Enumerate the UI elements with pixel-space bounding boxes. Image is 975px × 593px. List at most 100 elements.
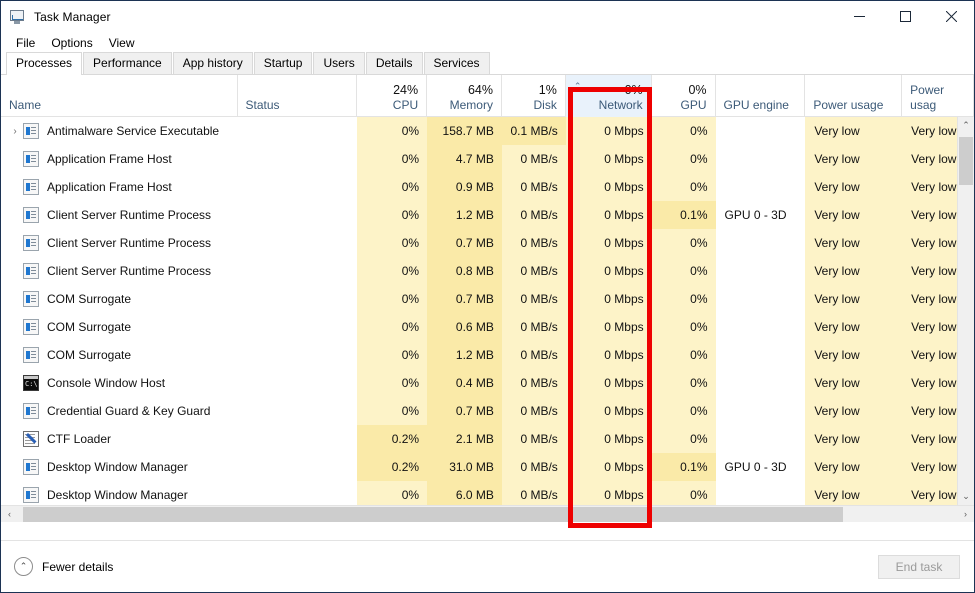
window-icon — [23, 487, 39, 503]
table-row[interactable]: Application Frame Host 0% 4.7 MB 0 MB/s 0 Mb… — [1, 145, 974, 173]
cell-cpu: 0% — [357, 369, 428, 397]
cell-memory: 0.7 MB — [427, 397, 502, 425]
cell-memory: 158.7 MB — [427, 117, 502, 145]
tab-users[interactable]: Users — [313, 52, 365, 74]
cell-network: 0 Mbps — [565, 481, 652, 505]
window-icon — [23, 263, 39, 279]
window-icon — [23, 235, 39, 251]
horizontal-scroll-track[interactable] — [18, 506, 957, 523]
menu-item-file[interactable]: File — [16, 35, 36, 50]
cell-memory: 0.8 MB — [427, 257, 502, 285]
cell-cpu: 0% — [357, 341, 428, 369]
column-header-label: Memory — [449, 98, 493, 112]
vertical-scroll-thumb[interactable] — [959, 137, 973, 185]
cell-gpu_engine — [716, 257, 806, 285]
column-header-disk[interactable]: 1% Disk — [502, 75, 566, 117]
column-header-status[interactable]: Status — [238, 75, 358, 117]
cell-memory: 6.0 MB — [427, 481, 502, 505]
column-header-power_trend[interactable]: Power usag — [902, 75, 974, 117]
cell-name: Client Server Runtime Process — [1, 201, 237, 229]
cell-status — [237, 145, 357, 173]
cell-status — [237, 229, 357, 257]
column-header-memory[interactable]: 64% Memory — [427, 75, 502, 117]
cell-disk: 0 MB/s — [501, 341, 566, 369]
process-name: Console Window Host — [47, 376, 166, 390]
column-header-gpu_engine[interactable]: GPU engine — [716, 75, 806, 117]
menu-item-options[interactable]: Options — [51, 35, 93, 50]
cell-power: Very low — [805, 201, 903, 229]
cell-network: 0 Mbps — [565, 145, 652, 173]
horizontal-scroll-thumb[interactable] — [23, 506, 843, 522]
cell-network: 0 Mbps — [565, 313, 652, 341]
menu-item-view[interactable]: View — [108, 35, 135, 50]
tab-details[interactable]: Details — [365, 52, 423, 74]
cell-disk: 0 MB/s — [501, 313, 566, 341]
cell-status — [237, 313, 357, 341]
scroll-up-arrow-icon[interactable]: ⌃ — [962, 120, 970, 130]
table-row[interactable]: COM Surrogate 0% 0.6 MB 0 MB/s 0 Mbps 0% Very … — [1, 313, 974, 341]
column-header-power[interactable]: Power usage — [805, 75, 903, 117]
cell-network: 0 Mbps — [565, 425, 652, 453]
table-row[interactable]: CTF Loader 0.2% 2.1 MB 0 MB/s 0 Mbps 0% Very l… — [1, 425, 974, 453]
table-row[interactable]: Desktop Window Manager 0% 6.0 MB 0 MB/s 0 Mb… — [1, 481, 974, 505]
minimize-button[interactable] — [836, 1, 882, 32]
fewer-details-button[interactable]: ⌃ Fewer details — [14, 557, 113, 576]
cell-memory: 1.2 MB — [427, 201, 502, 229]
horizontal-scrollbar[interactable]: ‹ › — [1, 505, 974, 522]
cell-gpu_engine — [716, 313, 806, 341]
table-row[interactable]: COM Surrogate 0% 0.7 MB 0 MB/s 0 Mbps 0% Very … — [1, 285, 974, 313]
window-title: Task Manager — [34, 9, 111, 24]
tab-processes[interactable]: Processes — [6, 52, 83, 75]
column-header-cpu[interactable]: 24% CPU — [357, 75, 428, 117]
column-header-gpu[interactable]: 0% GPU — [652, 75, 716, 117]
tab-app-history[interactable]: App history — [172, 52, 253, 74]
cell-gpu_engine — [716, 145, 806, 173]
cell-gpu_engine — [716, 173, 806, 201]
cell-gpu: 0% — [651, 173, 716, 201]
process-name: Client Server Runtime Process — [47, 236, 212, 250]
close-button[interactable] — [928, 1, 974, 32]
cell-disk: 0 MB/s — [501, 453, 566, 481]
tab-services[interactable]: Services — [423, 52, 490, 74]
cell-gpu_engine: GPU 0 - 3D — [724, 460, 787, 474]
end-task-button[interactable]: End task — [878, 554, 960, 579]
cell-cpu: 0.2% — [357, 453, 428, 481]
cell-status — [237, 369, 357, 397]
cell-name: › Antimalware Service Executable — [1, 117, 237, 145]
table-row[interactable]: Credential Guard & Key Guard 0% 0.7 MB 0 MB… — [1, 397, 974, 425]
cell-power: Very low — [805, 425, 903, 453]
tab-performance[interactable]: Performance — [83, 52, 172, 74]
table-row[interactable]: Client Server Runtime Process 0% 0.8 MB 0 M… — [1, 257, 974, 285]
expand-chevron-icon[interactable]: › — [13, 125, 17, 137]
table-row[interactable]: Client Server Runtime Process 0% 1.2 MB 0 M… — [1, 201, 974, 229]
cell-disk: 0 MB/s — [501, 425, 566, 453]
tab-startup[interactable]: Startup — [253, 52, 313, 74]
table-row[interactable]: Application Frame Host 0% 0.9 MB 0 MB/s 0 Mb… — [1, 173, 974, 201]
table-row[interactable]: Client Server Runtime Process 0% 0.7 MB 0 M… — [1, 229, 974, 257]
cell-gpu_engine — [716, 425, 806, 453]
table-row[interactable]: › Antimalware Service Executable 0% 158.7 M… — [1, 117, 974, 145]
column-header-network[interactable]: ⌃ 0% Network — [565, 75, 652, 117]
table-row[interactable]: Desktop Window Manager 0.2% 31.0 MB 0 MB/s 0… — [1, 453, 974, 481]
column-header-label: GPU engine — [723, 98, 789, 112]
cell-gpu_engine — [716, 397, 806, 425]
cell-cpu: 0% — [357, 397, 428, 425]
maximize-button[interactable] — [882, 1, 928, 32]
cell-power: Very low — [805, 229, 903, 257]
cell-status — [237, 481, 357, 505]
scroll-right-arrow-icon[interactable]: › — [964, 509, 967, 519]
cell-disk: 0 MB/s — [501, 285, 566, 313]
table-row[interactable]: COM Surrogate 0% 1.2 MB 0 MB/s 0 Mbps 0% Very … — [1, 341, 974, 369]
vertical-scrollbar[interactable]: ⌃ ⌄ — [957, 117, 974, 505]
scroll-down-arrow-icon[interactable]: ⌄ — [962, 491, 970, 501]
scroll-left-arrow-icon[interactable]: ‹ — [8, 509, 11, 519]
window-icon — [23, 207, 39, 223]
cell-name: Application Frame Host — [1, 173, 237, 201]
console-icon — [23, 375, 39, 391]
cell-status — [237, 453, 357, 481]
column-header-percent: 0% — [688, 83, 707, 97]
tab-strip: Processes Performance App history Startu… — [1, 52, 974, 75]
column-header-label: Power usag — [910, 83, 945, 112]
column-header-name[interactable]: Name — [1, 75, 238, 117]
